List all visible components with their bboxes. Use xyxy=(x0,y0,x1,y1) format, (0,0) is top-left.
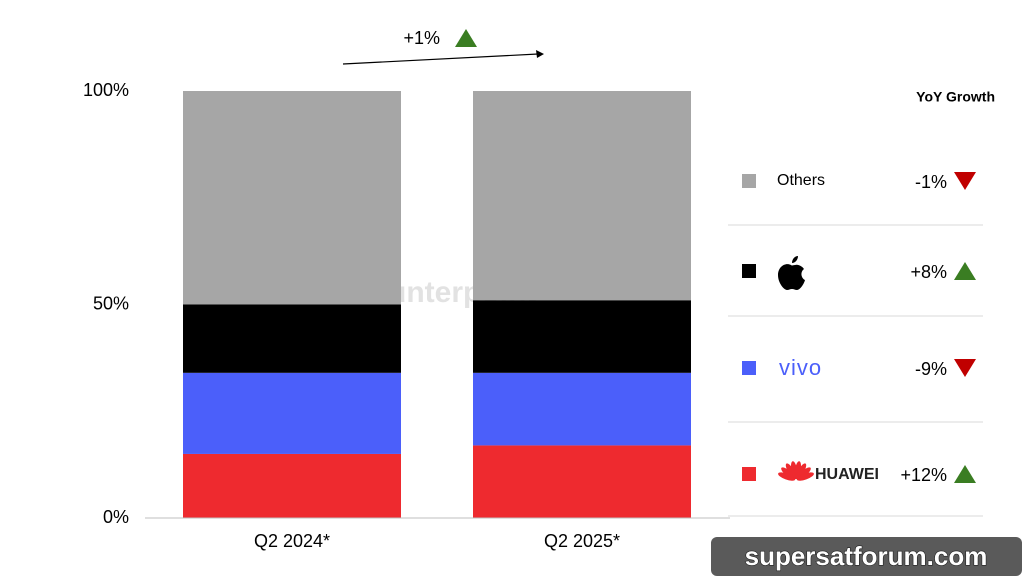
total-growth-arrow xyxy=(455,29,477,47)
total-growth-label: +1% xyxy=(403,28,440,48)
growth-arrow xyxy=(954,262,976,280)
growth-label: -1% xyxy=(915,172,947,192)
bar-segment xyxy=(183,453,401,518)
bar-segment xyxy=(473,91,691,301)
legend-swatch xyxy=(742,264,756,278)
trend-arrowhead xyxy=(536,50,544,58)
bar-segment xyxy=(473,300,691,373)
x-tick-label: Q2 2025* xyxy=(544,531,620,551)
growth-arrow xyxy=(954,359,976,377)
bar-segment xyxy=(183,91,401,305)
legend-swatch xyxy=(742,361,756,375)
site-badge: supersatforum.com xyxy=(745,541,988,571)
x-tick-label: Q2 2024* xyxy=(254,531,330,551)
bar-segment xyxy=(473,372,691,446)
bar-segment xyxy=(183,372,401,454)
site-badge-bg xyxy=(711,537,1022,576)
growth-label: +8% xyxy=(910,262,947,282)
apple-logo xyxy=(778,256,805,290)
y-tick-label: 50% xyxy=(93,293,129,313)
y-tick-label: 0% xyxy=(103,507,129,527)
legend-swatch xyxy=(742,467,756,481)
bar-segment xyxy=(183,304,401,373)
growth-arrow xyxy=(954,465,976,483)
y-tick-label: 100% xyxy=(83,80,129,100)
huawei-petal xyxy=(796,472,814,481)
growth-arrow xyxy=(954,172,976,190)
growth-label: +12% xyxy=(900,465,947,485)
legend-swatch xyxy=(742,174,756,188)
legend-label: vivo xyxy=(779,355,822,380)
trend-line xyxy=(342,53,539,65)
growth-header: YoY Growth xyxy=(916,89,995,105)
legend-label: Others xyxy=(777,172,825,189)
bar-segment xyxy=(473,445,691,518)
growth-label: -9% xyxy=(915,359,947,379)
legend-label: HUAWEI xyxy=(815,466,879,483)
